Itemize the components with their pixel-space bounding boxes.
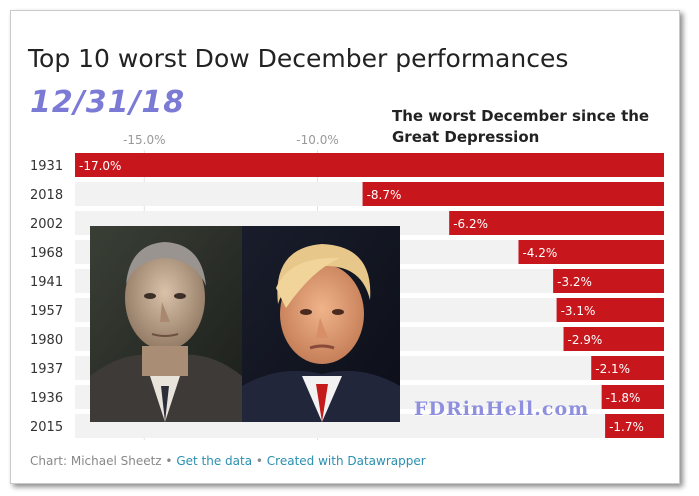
footer-separator: •: [252, 454, 267, 468]
get-the-data-link[interactable]: Get the data: [176, 454, 253, 468]
value-label: -4.2%: [522, 246, 557, 260]
bar: [563, 327, 664, 351]
datawrapper-link[interactable]: Created with Datawrapper: [266, 454, 426, 468]
x-tick-label: -15.0%: [123, 133, 165, 147]
category-label: 2002: [30, 217, 63, 232]
composite-portrait-photo: [90, 226, 400, 422]
annotation-line-2: Great Depression: [392, 128, 540, 146]
bar: [601, 385, 664, 409]
credit-text: Chart: Michael Sheetz: [30, 454, 162, 468]
bar: [553, 269, 664, 293]
category-label: 1980: [30, 333, 63, 348]
bar: [591, 356, 664, 380]
category-label: 1957: [30, 304, 63, 319]
chart-annotation: The worst December since the Great Depre…: [392, 106, 652, 148]
chart-title: Top 10 worst Dow December performances: [28, 44, 569, 73]
category-label: 1941: [30, 275, 63, 290]
bar: [605, 414, 664, 438]
bar: [518, 240, 664, 264]
value-label: -2.9%: [568, 333, 603, 347]
value-label: -2.1%: [595, 362, 630, 376]
annotation-line-1: The worst December since the: [392, 107, 650, 125]
x-tick-label: -10.0%: [296, 133, 338, 147]
bar: [362, 182, 664, 206]
category-label: 1968: [30, 246, 63, 261]
value-label: -8.7%: [367, 188, 402, 202]
bar: [75, 153, 664, 177]
value-label: -17.0%: [79, 159, 121, 173]
category-label: 2018: [30, 188, 63, 203]
category-label: 2015: [30, 420, 63, 435]
value-label: -1.7%: [609, 420, 644, 434]
bar: [556, 298, 664, 322]
value-label: -1.8%: [606, 391, 641, 405]
bar: [449, 211, 664, 235]
value-label: -6.2%: [453, 217, 488, 231]
category-label: 1931: [30, 159, 63, 174]
category-label: 1937: [30, 362, 63, 377]
portrait-illustration: [90, 226, 400, 422]
value-label: -3.1%: [561, 304, 596, 318]
value-label: -3.2%: [557, 275, 592, 289]
date-stamp: 12/31/18: [30, 85, 186, 120]
category-label: 1936: [30, 391, 63, 406]
watermark-text: FDRinHell.com: [414, 398, 590, 420]
footer-separator: •: [161, 454, 177, 468]
chart-footer: Chart: Michael Sheetz • Get the data • C…: [30, 454, 426, 468]
